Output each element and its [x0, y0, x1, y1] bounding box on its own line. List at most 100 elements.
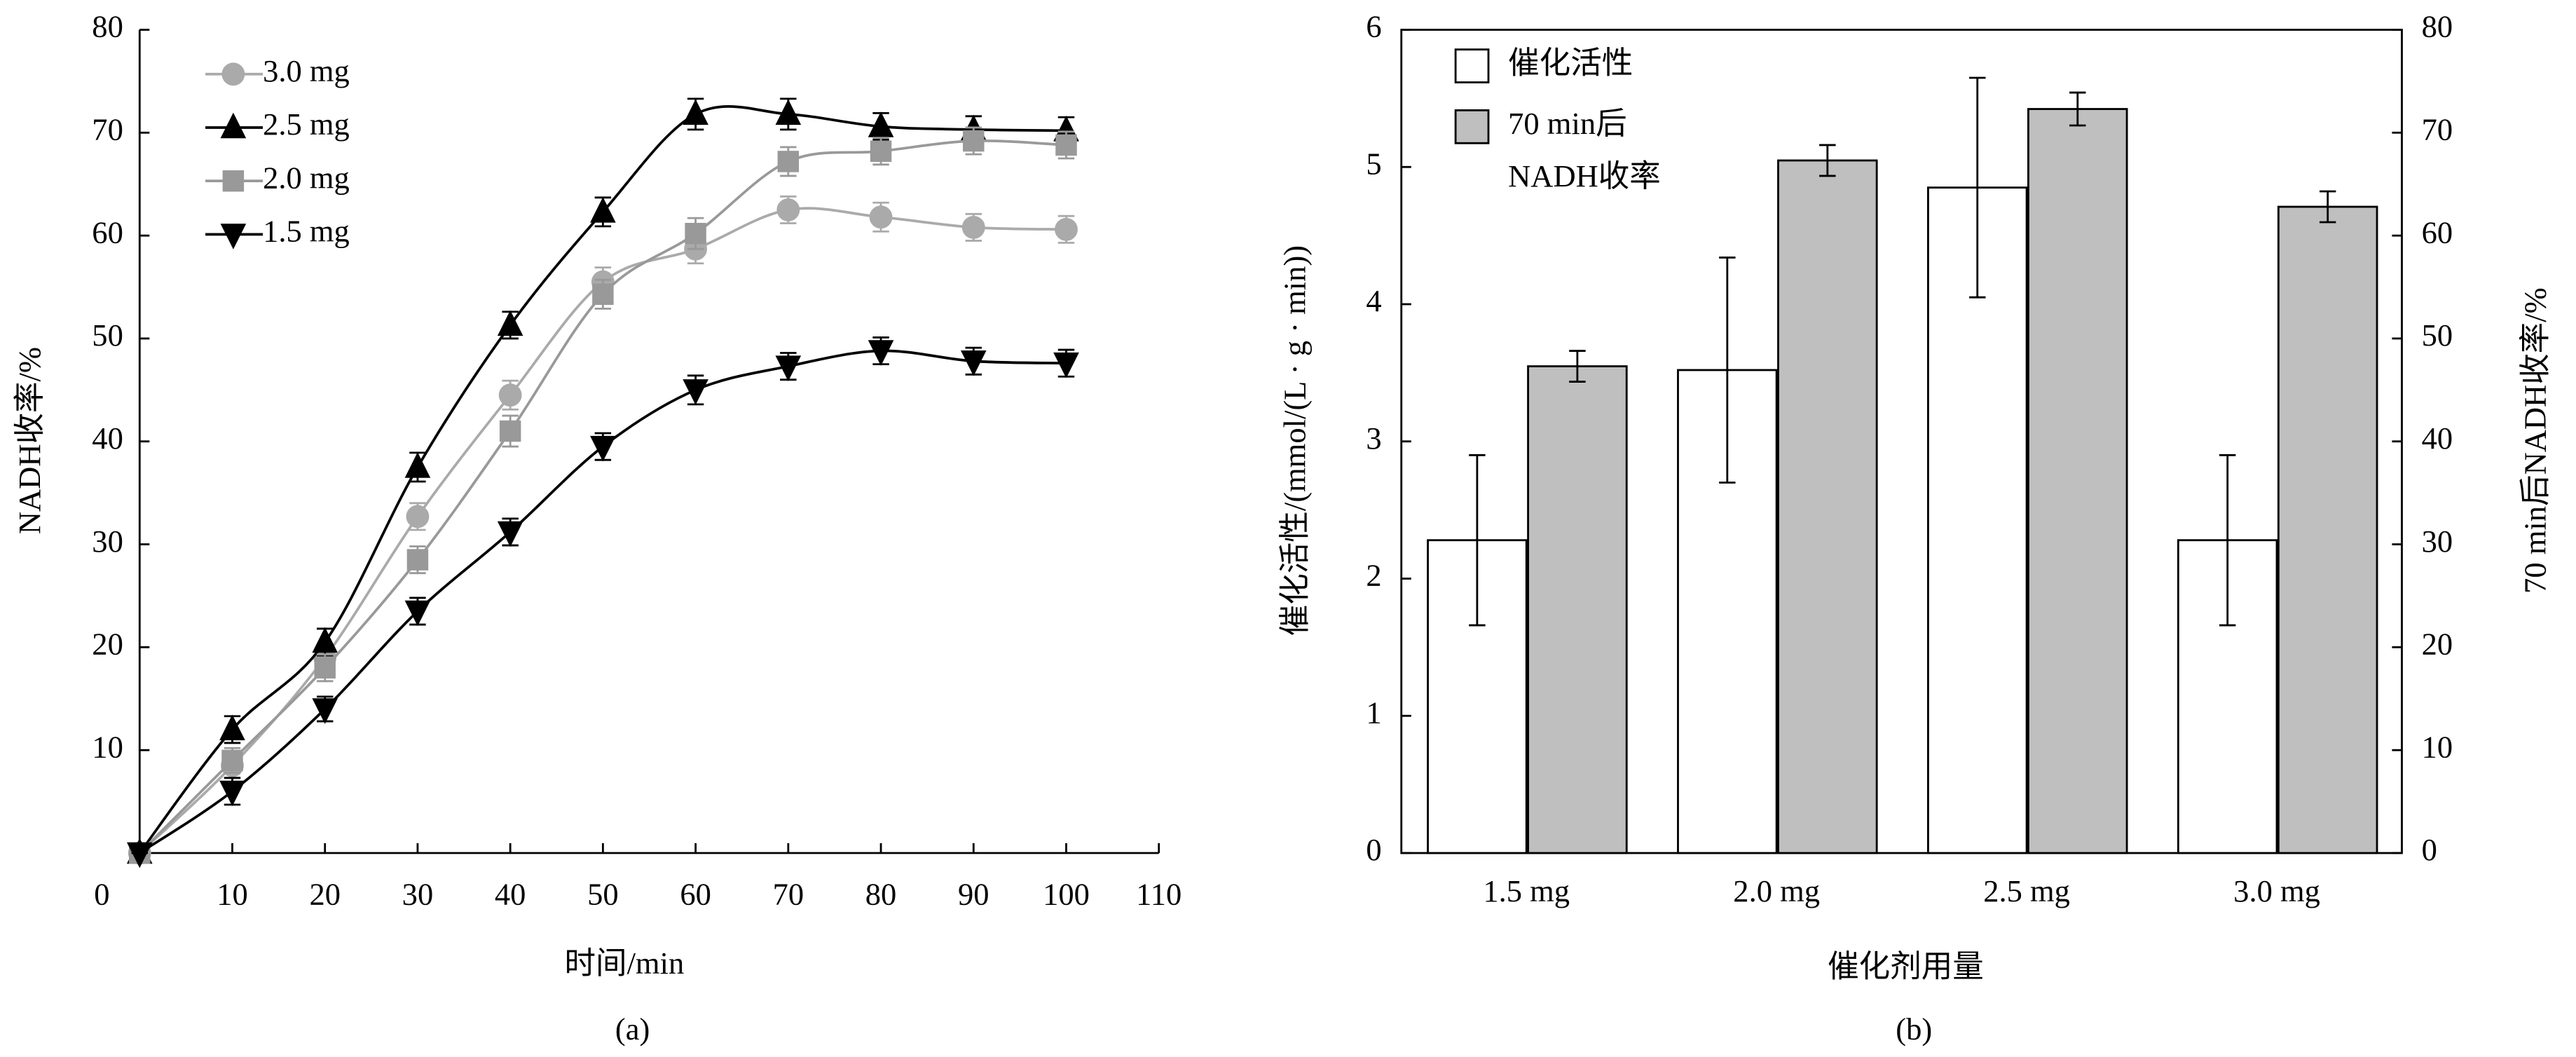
marker [961, 215, 985, 239]
y-tick-label: 2 [1366, 558, 1381, 593]
marker [592, 283, 614, 306]
x-tick-label: 60 [680, 877, 711, 912]
caption: (b) [1896, 1011, 1932, 1046]
y2-tick-label: 80 [2422, 9, 2453, 44]
y2-tick-label: 70 [2422, 112, 2453, 147]
error-bar [1469, 454, 1486, 627]
error-bar [2319, 190, 2336, 224]
marker [222, 170, 245, 192]
marker [221, 749, 243, 772]
error-bar [1969, 76, 1986, 299]
marker [1053, 352, 1079, 379]
marker [497, 310, 523, 336]
marker [499, 420, 521, 442]
y-tick-label: 0 [1366, 832, 1381, 867]
caption: (a) [615, 1011, 650, 1046]
x-tick-label: 2.5 mg [1983, 873, 2070, 908]
y2-tick-label: 60 [2422, 214, 2453, 250]
x-tick-label: 10 [217, 877, 248, 912]
y-tick-label: 1 [1366, 695, 1381, 730]
bar [1777, 159, 1878, 854]
y-tick-label: 5 [1366, 146, 1381, 181]
x-tick-label: 50 [587, 877, 619, 912]
legend-swatch [1454, 48, 1490, 83]
y-axis-title: 催化活性/(mmol/(L · g · min)) [1277, 245, 1312, 636]
y-tick-label: 30 [92, 524, 123, 559]
y2-axis-title: 70 min后NADH收率/% [2517, 287, 2552, 594]
x-tick-label: 80 [865, 877, 897, 912]
marker [404, 600, 431, 627]
legend-label: 2.5 mg [263, 107, 350, 142]
marker [497, 521, 523, 547]
marker [870, 140, 892, 162]
marker [683, 99, 708, 125]
marker [869, 205, 893, 229]
x-tick-label: 110 [1136, 877, 1181, 912]
marker [777, 151, 800, 172]
y-tick-label: 20 [92, 627, 123, 662]
x-tick-label: 40 [495, 877, 526, 912]
marker [220, 224, 247, 250]
y-tick-label: 3 [1366, 421, 1381, 456]
y-tick-label: 60 [92, 214, 123, 250]
y2-tick-label: 10 [2422, 729, 2453, 764]
marker [220, 112, 247, 139]
legend-label: 70 min后 NADH收率 [1508, 106, 1661, 193]
x-axis-title: 时间/min [565, 946, 685, 981]
error-bar [1819, 144, 1836, 177]
legend-label: 1.5 mg [263, 214, 350, 249]
error-bar [2069, 91, 2086, 127]
y-axis-title: NADH收率/% [12, 347, 47, 534]
marker [683, 379, 708, 405]
legend-label: 催化活性 [1508, 45, 1633, 80]
bar [2277, 205, 2378, 854]
error-bar [2219, 454, 2236, 627]
y2-tick-label: 50 [2422, 318, 2453, 353]
marker [868, 340, 894, 366]
marker [775, 99, 802, 125]
marker [963, 130, 985, 152]
marker [1055, 134, 1077, 156]
marker [868, 111, 894, 137]
marker [406, 505, 430, 528]
y-tick-label: 70 [92, 112, 123, 147]
series-line [139, 349, 1067, 854]
y-tick-label: 4 [1366, 283, 1381, 318]
marker [960, 350, 987, 376]
marker [590, 435, 616, 462]
marker [775, 355, 802, 381]
bar [1527, 365, 1628, 854]
x-tick-label: 70 [773, 877, 804, 912]
x-tick-label: 1.5 mg [1483, 873, 1570, 908]
bar [2027, 108, 2128, 854]
marker [1055, 217, 1078, 241]
marker [219, 780, 245, 807]
y2-tick-label: 40 [2422, 421, 2453, 456]
x-tick-label: 3.0 mg [2233, 873, 2320, 908]
marker [498, 383, 522, 407]
legend-label: 3.0 mg [263, 53, 350, 88]
marker [406, 549, 429, 571]
legend-swatch [1454, 109, 1490, 144]
marker [221, 62, 245, 86]
x-tick-label: 30 [402, 877, 434, 912]
x-tick-label: 100 [1043, 877, 1090, 912]
y-tick-label: 50 [92, 318, 123, 353]
y-tick-label: 40 [92, 421, 123, 456]
error-bar [1569, 350, 1586, 383]
y2-tick-label: 20 [2422, 627, 2453, 662]
x-axis-title: 催化剂用量 [1828, 949, 1984, 984]
marker [404, 452, 431, 478]
y-tick-label: 80 [92, 9, 123, 44]
y-tick-label: 6 [1366, 9, 1381, 44]
marker [590, 196, 616, 223]
marker [685, 222, 706, 245]
marker [126, 842, 153, 868]
marker [312, 698, 338, 724]
y2-tick-label: 0 [2422, 832, 2437, 867]
legend-label: 2.0 mg [263, 160, 350, 195]
marker [219, 714, 245, 741]
x-tick-label: 0 [94, 877, 109, 912]
